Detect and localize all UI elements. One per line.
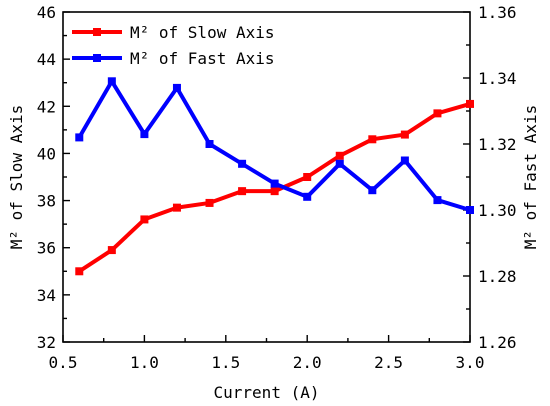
left-y-tick-label: 34: [37, 286, 56, 305]
left-y-tick-label: 44: [37, 50, 56, 69]
right-y-axis-title: M² of Fast Axis: [521, 105, 540, 250]
left-y-tick-label: 46: [37, 3, 56, 22]
series-layer: [75, 77, 474, 276]
data-point-slow-axis: [433, 109, 442, 118]
data-point-slow-axis: [466, 99, 474, 108]
data-point-slow-axis: [400, 130, 409, 139]
data-point-slow-axis: [107, 246, 116, 255]
data-point-fast-axis: [335, 159, 344, 168]
data-point-fast-axis: [238, 159, 247, 168]
left-y-tick-label: 32: [37, 333, 56, 352]
right-y-tick-label: 1.36: [478, 3, 517, 22]
legend-label: M² of Fast Axis: [130, 49, 275, 68]
axes: 0.5 1.0 1.5 2.0 2.5 3.0 32 34 36 38 40 42 44 46 1.26 1.…: [37, 3, 517, 372]
left-y-axis-title: M² of Slow Axis: [7, 105, 26, 250]
data-point-slow-axis: [238, 187, 247, 196]
legend-swatch-marker: [93, 28, 101, 36]
x-tick-label: 2.0: [293, 353, 322, 372]
data-point-fast-axis: [205, 140, 214, 148]
right-y-tick-label: 1.32: [478, 135, 517, 154]
data-point-fast-axis: [303, 192, 312, 201]
legend: M² of Slow Axis M² of Fast Axis: [72, 23, 275, 68]
axis-titles: Current (A) M² of Slow Axis M² of Fast Axi…: [7, 105, 540, 402]
data-point-fast-axis: [107, 77, 116, 86]
x-tick-label: 3.0: [456, 353, 485, 372]
right-y-tick-label: 1.30: [478, 201, 517, 220]
data-point-fast-axis: [140, 130, 149, 139]
x-axis-title: Current (A): [214, 383, 320, 402]
data-point-slow-axis: [368, 135, 377, 144]
data-point-fast-axis: [270, 179, 279, 188]
left-y-tick-label: 36: [37, 239, 56, 258]
data-point-slow-axis: [75, 267, 84, 276]
legend-swatch-marker: [93, 54, 101, 62]
left-y-tick-label: 38: [37, 192, 56, 211]
data-point-slow-axis: [270, 187, 279, 196]
data-point-slow-axis: [172, 203, 181, 212]
data-point-fast-axis: [172, 83, 181, 92]
data-point-fast-axis: [75, 133, 84, 142]
data-point-fast-axis: [400, 156, 409, 165]
left-y-tick-label: 40: [37, 144, 56, 163]
right-y-tick-label: 1.26: [478, 333, 517, 352]
right-y-tick-label: 1.34: [478, 69, 517, 88]
data-point-fast-axis: [433, 196, 442, 205]
legend-label: M² of Slow Axis: [130, 23, 275, 42]
data-point-slow-axis: [205, 198, 214, 207]
data-point-slow-axis: [140, 215, 149, 224]
data-point-fast-axis: [466, 206, 474, 214]
right-y-tick-label: 1.28: [478, 267, 517, 286]
x-tick-label: 2.5: [374, 353, 403, 372]
x-tick-label: 0.5: [49, 353, 78, 372]
data-point-fast-axis: [368, 186, 377, 195]
x-tick-label: 1.5: [211, 353, 240, 372]
data-point-slow-axis: [335, 151, 344, 160]
data-point-slow-axis: [303, 173, 312, 181]
left-y-tick-label: 42: [37, 97, 56, 116]
x-tick-label: 1.0: [130, 353, 159, 372]
